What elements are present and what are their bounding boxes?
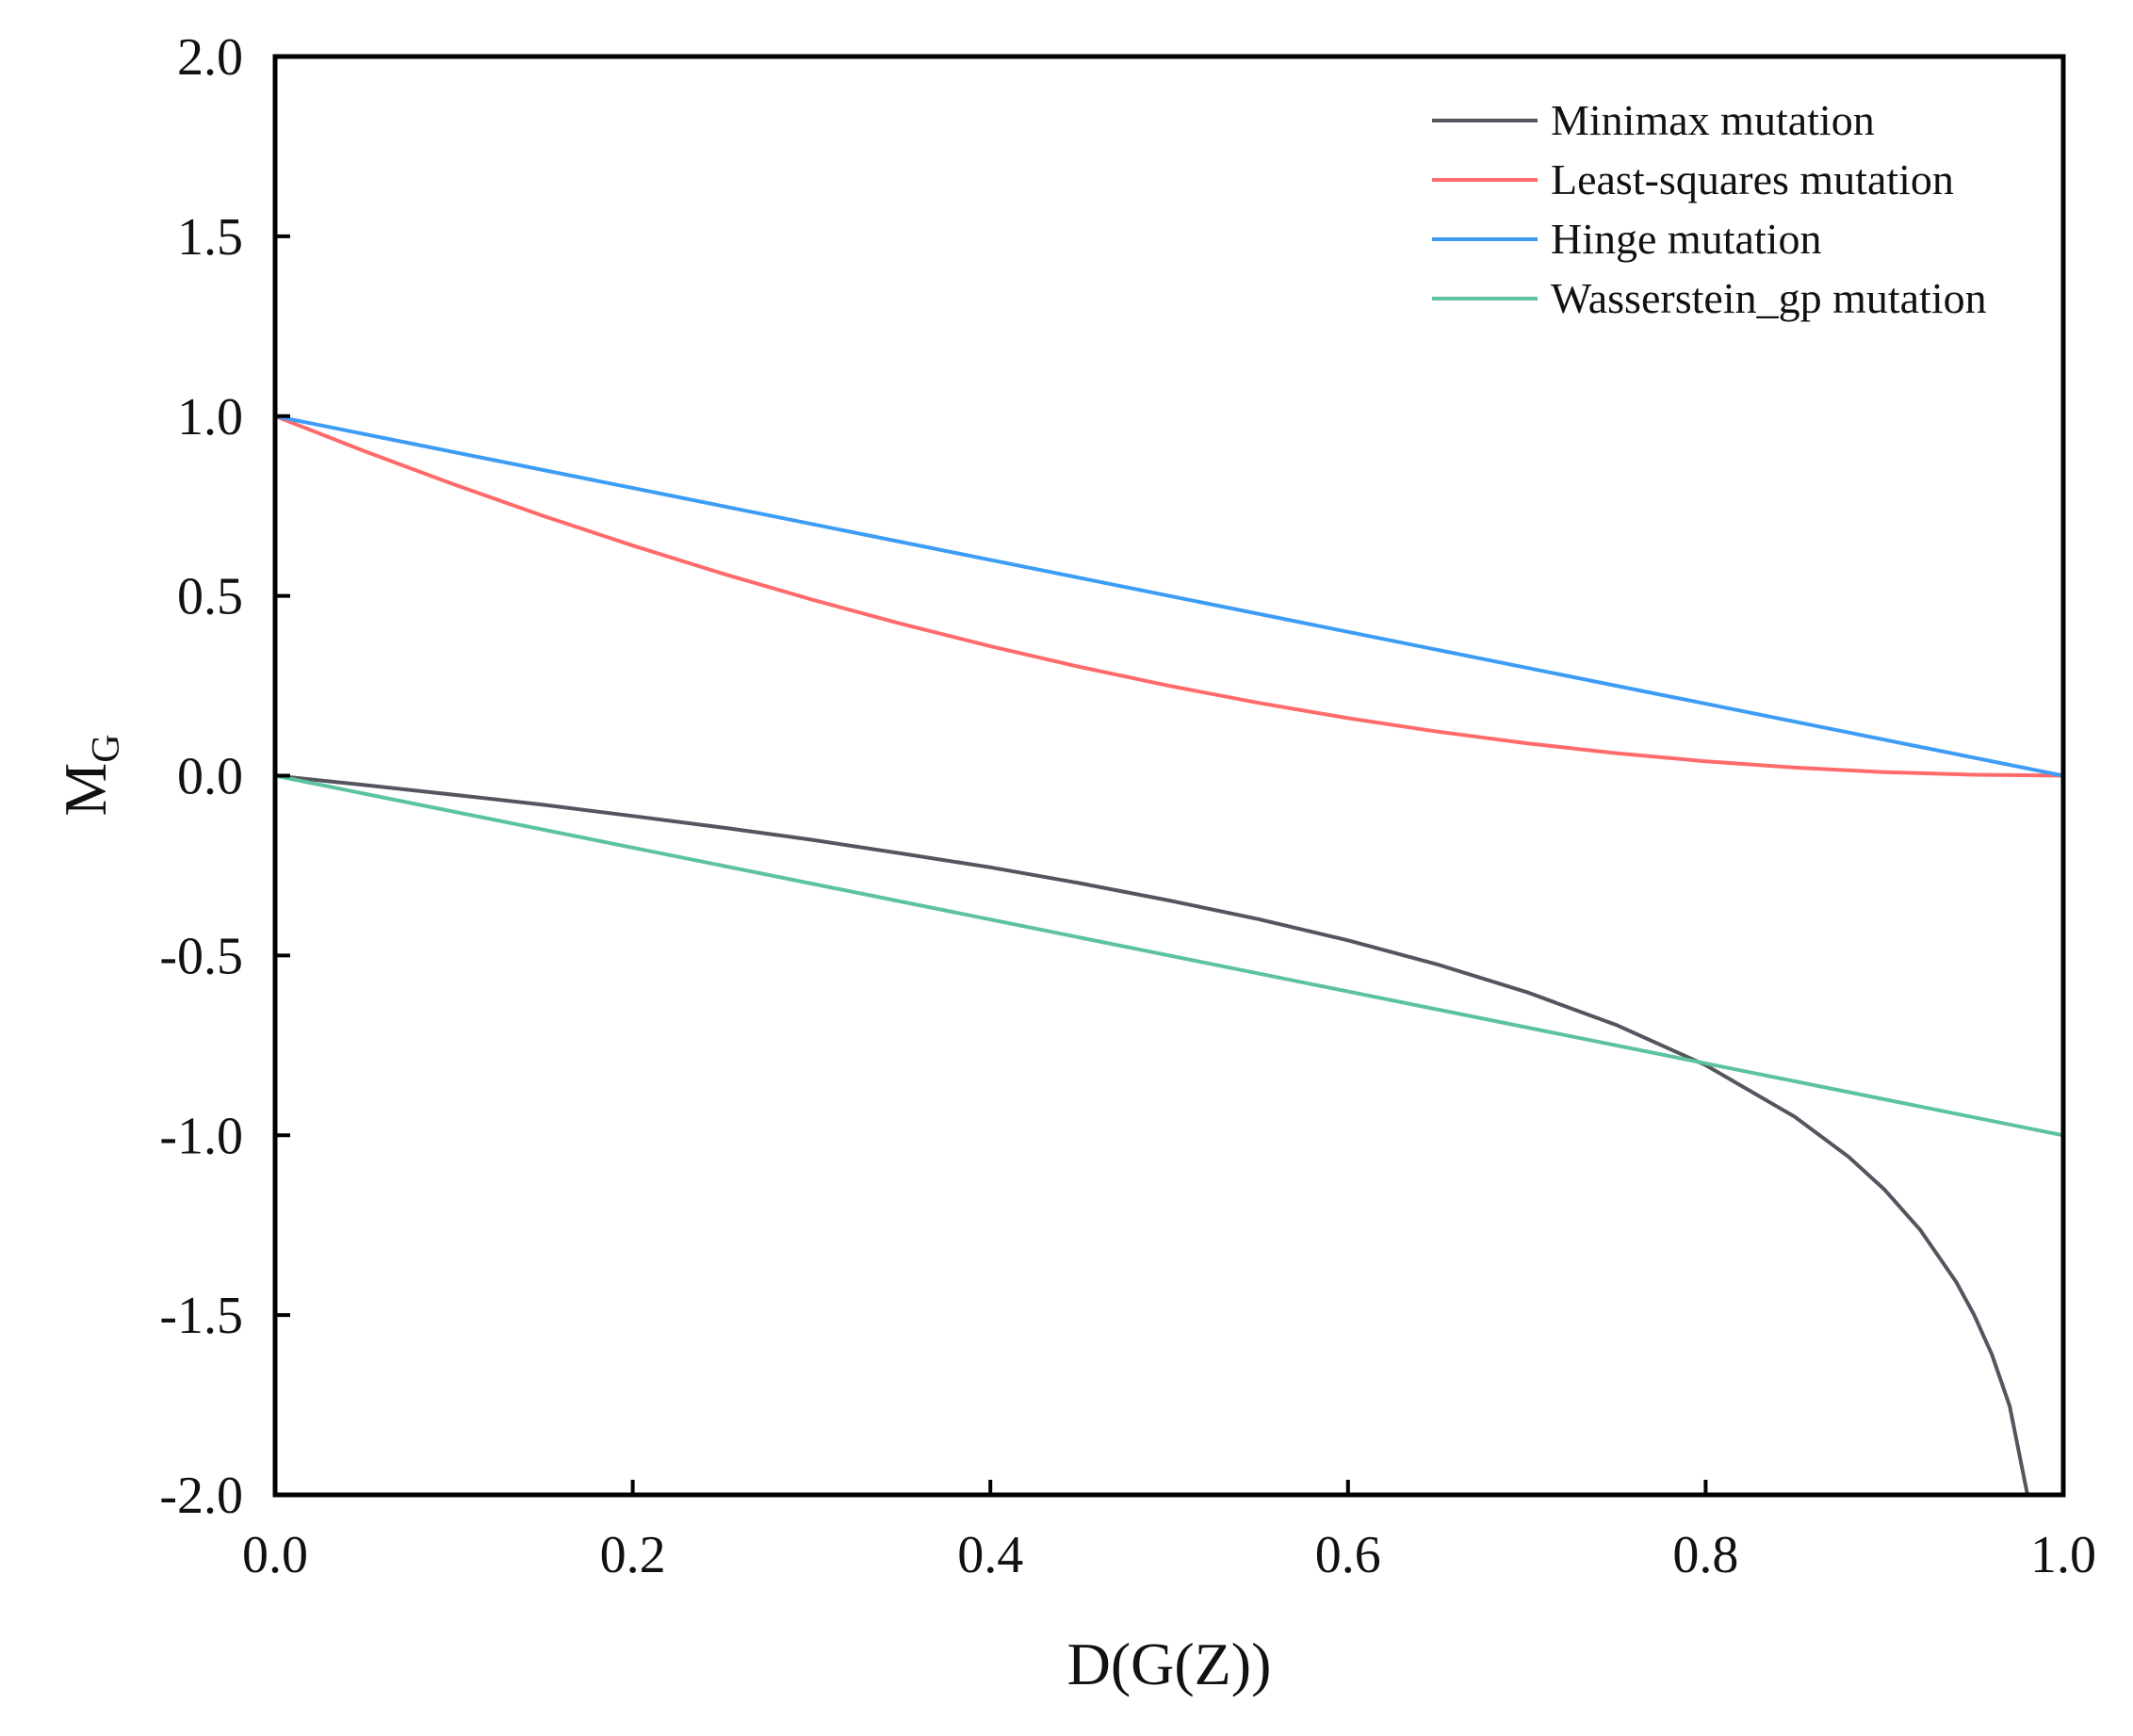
y-axis-ticks: 2.0 1.5 1.0 0.5 0.0 -0.5 -1.0 -1.5 -2.0 (159, 28, 290, 1525)
series-line-wasserstein-gp-mutation (273, 773, 2065, 1138)
series-line-hinge-mutation (273, 414, 2065, 778)
legend-label-minimax-mutation: Minimax mutation (1551, 96, 1875, 144)
x-tick-label: 0.0 (242, 1526, 308, 1584)
y-axis-title-main: M (52, 763, 119, 817)
y-tick-label: 2.0 (177, 28, 243, 87)
y-tick-label: -1.0 (159, 1107, 243, 1165)
x-tick-label: 0.8 (1672, 1526, 1738, 1584)
legend-label-hinge-mutation: Hinge mutation (1551, 215, 1821, 263)
y-tick-label: 0.5 (177, 568, 243, 626)
y-tick-label: -1.5 (159, 1287, 243, 1345)
x-axis-ticks: 0.0 0.2 0.4 0.6 0.8 1.0 (242, 1480, 2096, 1584)
x-tick-label: 0.2 (600, 1526, 666, 1584)
x-tick-label: 0.6 (1315, 1526, 1381, 1584)
x-tick-label: 0.4 (957, 1526, 1023, 1584)
x-tick-label: 1.0 (2030, 1526, 2096, 1584)
y-tick-label: -0.5 (159, 927, 243, 985)
series-line-least-squares-mutation (273, 414, 2065, 778)
y-tick-label: 1.0 (177, 388, 243, 446)
x-axis-title: D(G(Z)) (1067, 1631, 1272, 1697)
series-line-minimax-mutation (273, 773, 2029, 1497)
y-tick-label: 0.0 (177, 748, 243, 806)
legend-label-wasserstein-gp-mutation: Wasserstein_gp mutation (1551, 274, 1987, 322)
y-tick-label: -2.0 (159, 1467, 243, 1525)
legend-label-least-squares-mutation: Least-squares mutation (1551, 155, 1954, 203)
y-axis-title: MG (52, 734, 128, 816)
legend: Minimax mutation Least-squares mutation Hi… (1432, 96, 1987, 322)
series-group (273, 414, 2065, 1497)
y-axis-title-subscript: G (85, 734, 128, 762)
y-tick-label: 1.5 (177, 208, 243, 267)
